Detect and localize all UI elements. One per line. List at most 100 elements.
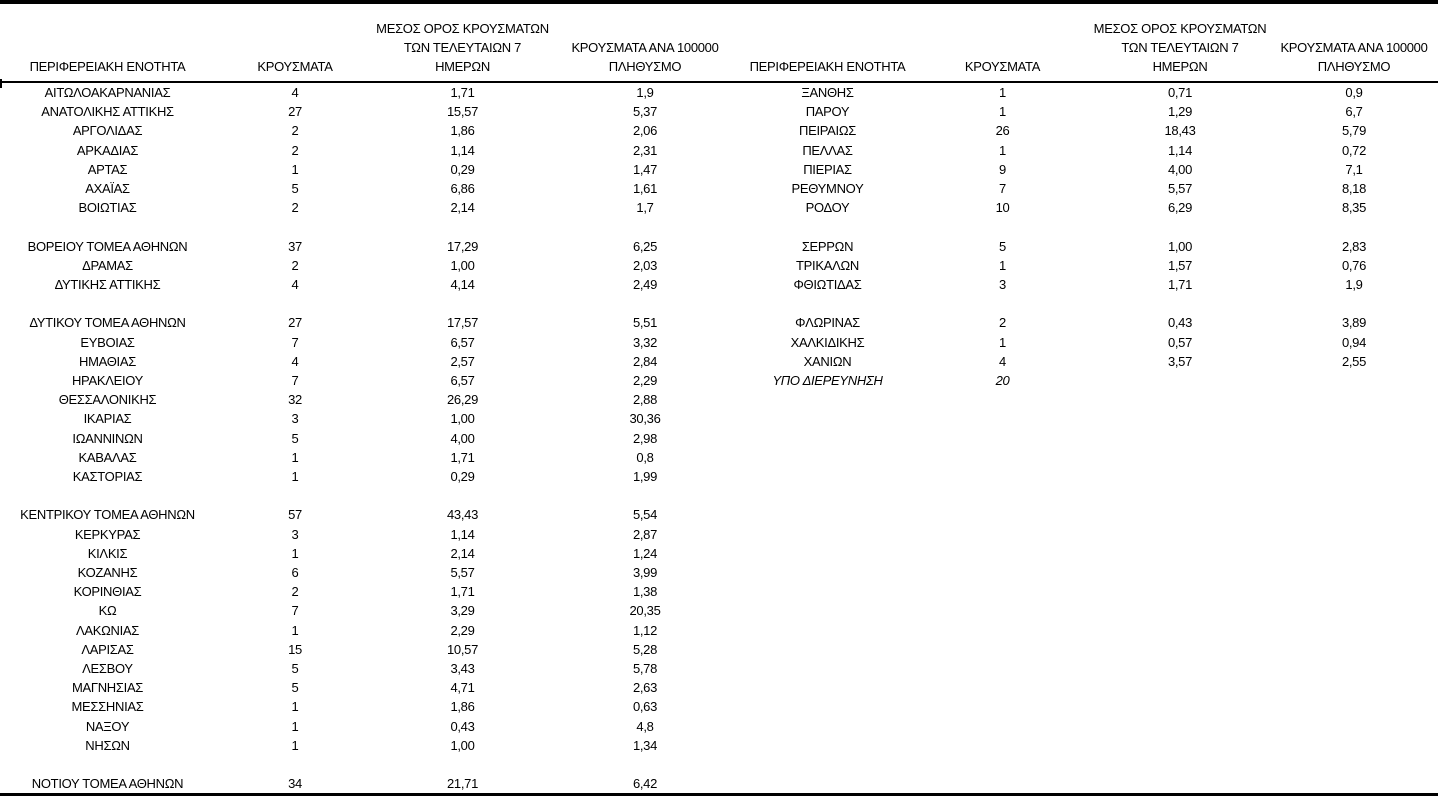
region-cell bbox=[740, 755, 915, 774]
avg7-cell: 0,29 bbox=[450, 469, 475, 485]
region-cell: ΠΑΡΟΥ bbox=[805, 104, 850, 120]
cases-cell: 2 bbox=[291, 200, 299, 216]
per100k-cell: 5,28 bbox=[632, 641, 658, 657]
per100k-cell: 1,47 bbox=[632, 161, 658, 177]
table-row: ΚΕΝΤΡΙΚΟΥ ΤΟΜΕΑ ΑΘΗΝΩΝ 57 43,43 5,54 bbox=[0, 505, 1438, 524]
region-cell: ΚΩ bbox=[98, 603, 117, 619]
region-cell: ΗΜΑΘΙΑΣ bbox=[79, 353, 136, 369]
table-row: ΗΡΑΚΛΕΙΟΥ 7 6,57 2,29 ΥΠΟ ΔΙΕΡΕΥΝΗΣΗ 20 bbox=[0, 371, 1438, 390]
cases-cell: 1 bbox=[291, 699, 299, 715]
avg7-cell: 1,71 bbox=[1167, 277, 1193, 293]
region-cell: ΜΑΓΝΗΣΙΑΣ bbox=[71, 680, 144, 696]
region-cell: ΥΠΟ ΔΙΕΡΕΥΝΗΣΗ bbox=[772, 373, 883, 389]
avg7-cell: 4,00 bbox=[1167, 161, 1193, 177]
cases-cell bbox=[915, 505, 1090, 524]
cases-cell bbox=[915, 390, 1090, 409]
header-label: ΠΕΡΙΦΕΡΕΙΑΚΗ ΕΝΟΤΗΤΑ bbox=[749, 59, 906, 74]
avg7-cell: 1,00 bbox=[450, 737, 475, 753]
header-label: ΤΩΝ ΤΕΛΕΥΤΑΙΩΝ 7 bbox=[403, 40, 522, 55]
region-cell: ΠΕΛΛΑΣ bbox=[802, 142, 853, 158]
per100k-cell: 2,84 bbox=[632, 353, 658, 369]
table-row: ΑΡΓΟΛΙΔΑΣ 2 1,86 2,06 ΠΕΙΡΑΙΩΣ 26 18,43 5,79 bbox=[0, 121, 1438, 140]
per100k-cell bbox=[1270, 371, 1438, 390]
header-avg7-left: ΜΕΣΟΣ ΟΡΟΣ ΚΡΟΥΣΜΑΤΩΝ ΤΩΝ ΤΕΛΕΥΤΑΙΩΝ 7 Η… bbox=[375, 2, 550, 83]
avg7-cell bbox=[375, 486, 550, 505]
region-cell: ΜΕΣΣΗΝΙΑΣ bbox=[71, 699, 144, 715]
avg7-cell: 2,14 bbox=[450, 545, 475, 561]
region-cell bbox=[0, 486, 215, 505]
avg7-cell: 1,86 bbox=[450, 699, 475, 715]
cases-cell bbox=[915, 717, 1090, 736]
header-label: ΚΡΟΥΣΜΑΤΑ ΑΝΑ 100000 bbox=[1280, 40, 1428, 55]
cases-cell: 2 bbox=[999, 315, 1006, 331]
region-cell: ΚΟΡΙΝΘΙΑΣ bbox=[73, 584, 142, 600]
avg7-cell bbox=[1090, 697, 1270, 716]
per100k-cell bbox=[1270, 640, 1438, 659]
region-cell: ΝΟΤΙΟΥ ΤΟΜΕΑ ΑΘΗΝΩΝ bbox=[31, 776, 184, 792]
cases-cell bbox=[215, 755, 375, 774]
region-cell bbox=[740, 486, 915, 505]
region-cell bbox=[740, 429, 915, 448]
cases-cell: 20 bbox=[995, 373, 1010, 389]
cases-cell: 7 bbox=[291, 334, 299, 350]
avg7-cell bbox=[1090, 390, 1270, 409]
cases-cell: 1 bbox=[999, 142, 1006, 158]
cases-cell: 5 bbox=[291, 680, 299, 696]
table-row: ΝΑΞΟΥ 1 0,43 4,8 bbox=[0, 717, 1438, 736]
per100k-cell bbox=[1270, 563, 1438, 582]
cases-cell: 5 bbox=[999, 238, 1006, 254]
per100k-cell: 5,54 bbox=[632, 507, 658, 523]
cases-cell: 1 bbox=[999, 85, 1006, 100]
avg7-cell bbox=[1090, 448, 1270, 467]
avg7-cell: 6,57 bbox=[450, 373, 475, 389]
region-cell bbox=[740, 640, 915, 659]
avg7-cell: 1,29 bbox=[1167, 104, 1193, 120]
per100k-cell: 3,99 bbox=[632, 565, 658, 581]
cases-cell: 3 bbox=[999, 277, 1006, 293]
cases-cell bbox=[915, 736, 1090, 755]
per100k-cell bbox=[1270, 544, 1438, 563]
table-row bbox=[0, 486, 1438, 505]
region-cell: ΝΑΞΟΥ bbox=[85, 718, 130, 734]
per100k-cell: 1,24 bbox=[632, 545, 658, 561]
per100k-cell: 6,7 bbox=[1345, 104, 1363, 120]
avg7-cell: 2,29 bbox=[450, 622, 475, 638]
cases-cell: 4 bbox=[291, 277, 299, 293]
cases-cell bbox=[915, 621, 1090, 640]
avg7-cell: 0,43 bbox=[1167, 315, 1193, 331]
table-row: ΕΥΒΟΙΑΣ 7 6,57 3,32 ΧΑΛΚΙΔΙΚΗΣ 1 0,57 0,94 bbox=[0, 333, 1438, 352]
avg7-cell: 0,57 bbox=[1167, 334, 1193, 350]
per100k-cell bbox=[1270, 774, 1438, 795]
cases-cell bbox=[915, 217, 1090, 236]
region-cell: ΑΙΤΩΛΟΑΚΑΡΝΑΝΙΑΣ bbox=[44, 85, 171, 100]
cases-cell bbox=[915, 697, 1090, 716]
per100k-cell bbox=[1270, 525, 1438, 544]
region-cell: ΚΙΛΚΙΣ bbox=[87, 545, 128, 561]
avg7-cell: 1,14 bbox=[450, 526, 475, 542]
region-cell bbox=[740, 294, 915, 313]
per100k-cell: 1,99 bbox=[632, 469, 658, 485]
avg7-cell: 10,57 bbox=[446, 641, 479, 657]
avg7-cell bbox=[1090, 563, 1270, 582]
region-cell: ΑΝΑΤΟΛΙΚΗΣ ΑΤΤΙΚΗΣ bbox=[41, 104, 174, 120]
cases-cell: 7 bbox=[291, 373, 299, 389]
avg7-cell: 1,14 bbox=[450, 142, 475, 158]
cases-cell bbox=[915, 601, 1090, 620]
region-cell bbox=[0, 217, 215, 236]
header-label: ΗΜΕΡΩΝ bbox=[435, 59, 490, 74]
cases-cell bbox=[915, 448, 1090, 467]
header-row: ΠΕΡΙΦΕΡΕΙΑΚΗ ΕΝΟΤΗΤΑ ΚΡΟΥΣΜΑΤΑ ΜΕΣΟΣ ΟΡΟ… bbox=[0, 2, 1438, 83]
region-cell: ΘΕΣΣΑΛΟΝΙΚΗΣ bbox=[58, 392, 157, 408]
avg7-cell: 4,00 bbox=[450, 430, 475, 446]
table-row: ΙΩΑΝΝΙΝΩΝ 5 4,00 2,98 bbox=[0, 429, 1438, 448]
avg7-cell: 1,00 bbox=[1167, 238, 1193, 254]
region-cell bbox=[740, 505, 915, 524]
table-row: ΚΟΖΑΝΗΣ 6 5,57 3,99 bbox=[0, 563, 1438, 582]
avg7-cell bbox=[1090, 429, 1270, 448]
cases-cell: 32 bbox=[288, 392, 302, 408]
header-per100k-right: ΚΡΟΥΣΜΑΤΑ ΑΝΑ 100000 ΠΛΗΘΥΣΜΟ bbox=[1270, 2, 1438, 83]
avg7-cell: 3,43 bbox=[450, 661, 475, 677]
avg7-cell bbox=[1090, 525, 1270, 544]
header-label: ΗΜΕΡΩΝ bbox=[1152, 59, 1208, 74]
